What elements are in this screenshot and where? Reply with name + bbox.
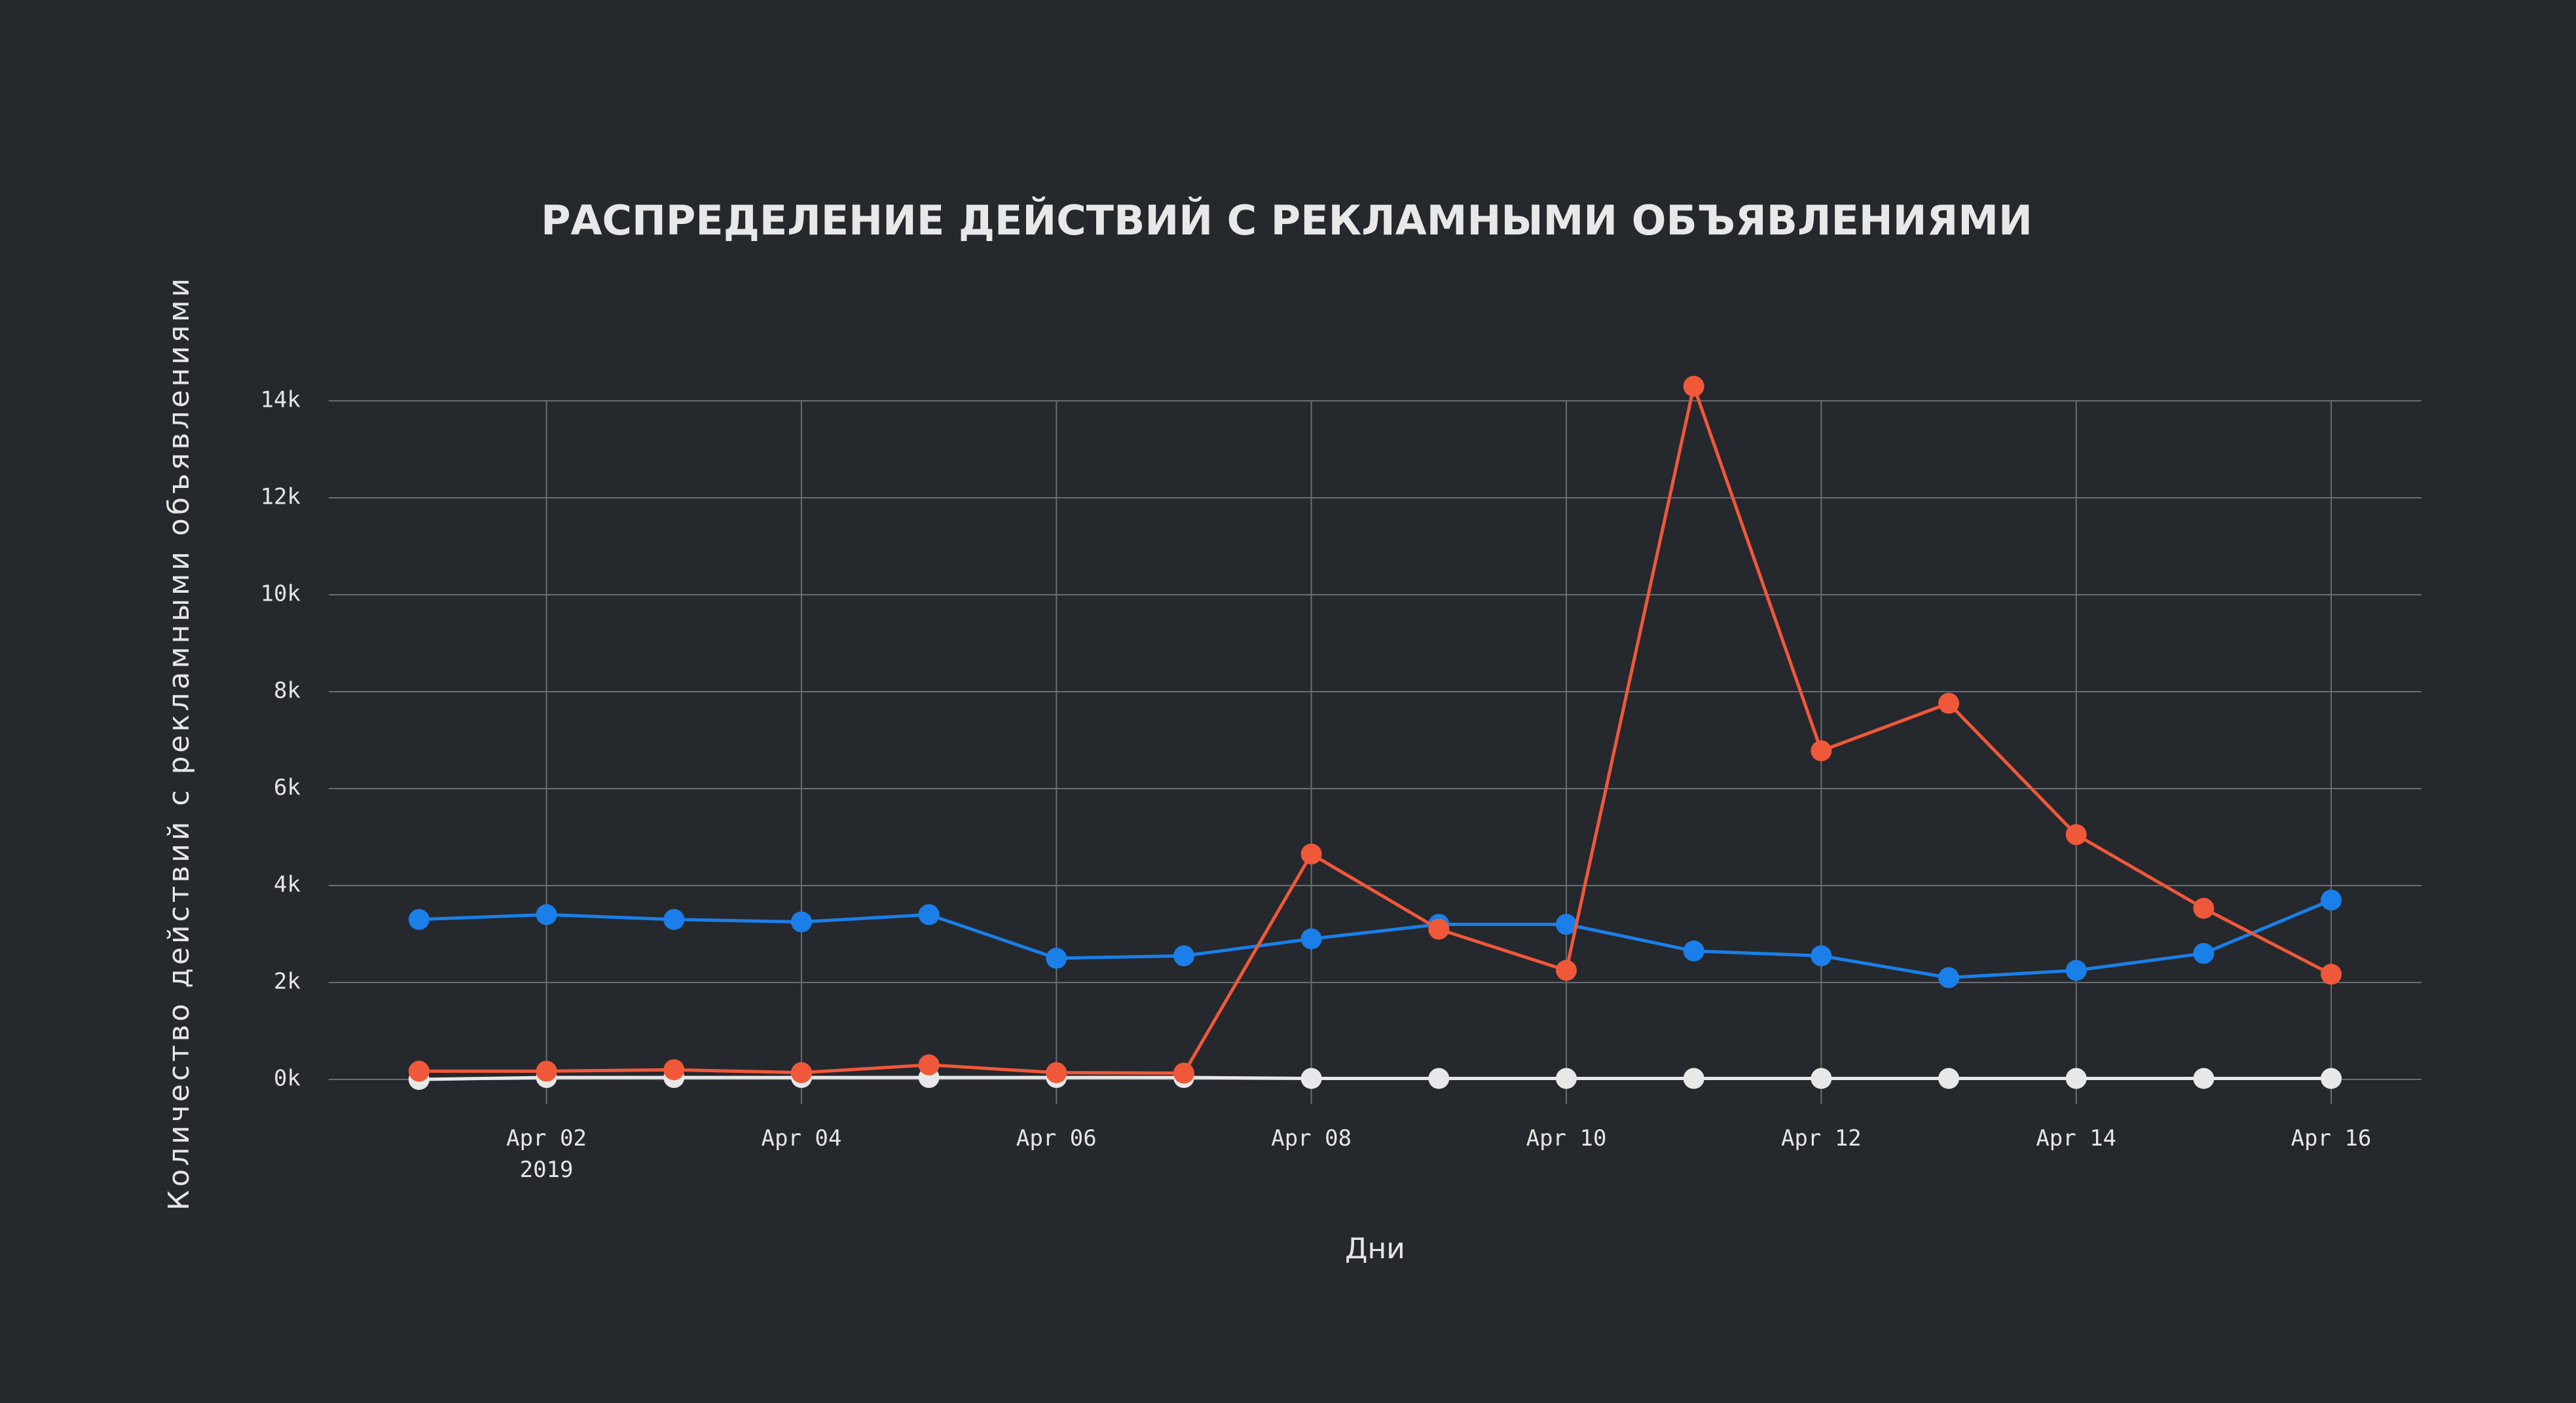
data-point [1683,1068,1704,1089]
chart-title: РАСПРЕДЕЛЕНИЕ ДЕЙСТВИЙ С РЕКЛАМНЫМИ ОБЪЯ… [541,196,2033,244]
y-tick-label: 10k [261,581,301,607]
data-point [1046,1062,1067,1083]
x-tick-label: Apr 12 [1780,1125,1862,1151]
x-tick-label: Apr 14 [2036,1125,2117,1151]
data-point [536,904,557,926]
data-point [790,911,812,933]
data-point [1173,1062,1194,1084]
data-point [2193,897,2215,919]
y-tick-label: 14k [261,387,301,413]
data-point [2193,1068,2215,1089]
series-line [418,380,2332,1075]
data-point [663,1059,685,1081]
data-point [1811,945,1832,967]
x-tick-label: Apr 06 [1016,1125,1097,1151]
data-point [1556,914,1577,935]
data-point [1046,948,1067,969]
data-point [1300,1068,1322,1089]
data-point [918,1054,940,1076]
data-point [1428,918,1450,940]
data-point [1811,1068,1832,1089]
data-point [1556,960,1577,981]
data-point [1428,1068,1450,1089]
data-point [2065,1068,2087,1089]
data-point [1300,928,1322,950]
data-point [1938,967,1960,988]
data-point [408,1060,430,1082]
data-point [1811,740,1832,762]
data-point [1173,945,1194,967]
x-tick-label: Apr 08 [1271,1125,1352,1151]
data-point [2065,960,2087,981]
y-axis-title: Количество действий с рекламными объявле… [162,275,196,1210]
data-point [536,1060,557,1082]
series-line [418,1076,2332,1081]
series-line [418,898,2332,980]
data-point [1556,1068,1577,1089]
y-tick-label: 6k [274,775,301,801]
data-point [790,1062,812,1083]
y-tick-label: 12k [261,484,301,510]
data-point [2193,943,2215,964]
y-tick-label: 2k [274,969,301,995]
x-tick-label: Apr 10 [1526,1125,1607,1151]
data-point [1683,375,1704,397]
data-point [2321,889,2342,911]
data-point [918,904,940,926]
data-point [1938,692,1960,714]
data-point [2321,963,2342,985]
x-tick-label: Apr 02 2019 [506,1125,587,1183]
y-tick-label: 0k [274,1066,301,1092]
data-point [663,908,685,930]
y-tick-label: 8k [274,678,301,704]
x-tick-label: Apr 04 [761,1125,842,1151]
x-tick-label: Apr 16 [2291,1125,2372,1151]
data-point [2065,824,2087,846]
y-tick-label: 4k [274,872,301,898]
data-point [1683,940,1704,962]
data-point [408,908,430,930]
data-point [1300,843,1322,865]
data-point [2321,1068,2342,1089]
x-axis-title: Дни [1345,1232,1405,1265]
data-point [1938,1068,1960,1089]
